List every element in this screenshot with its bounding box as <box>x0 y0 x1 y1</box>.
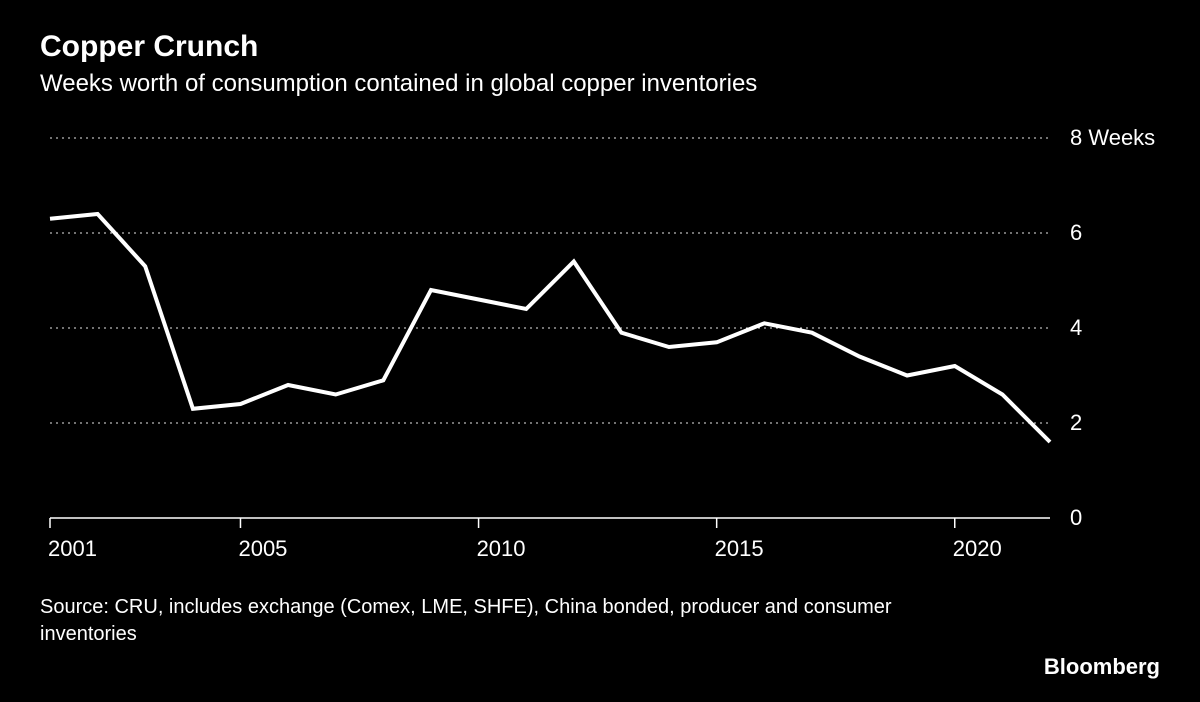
y-tick-label: 8 Weeks <box>1070 125 1155 150</box>
x-tick-label: 2015 <box>715 536 764 561</box>
line-chart-svg: 0 2 4 6 8 Weeks 2001 2005 2010 2015 2020 <box>40 118 1160 578</box>
x-tick-label: 2020 <box>953 536 1002 561</box>
x-tick-label: 2005 <box>238 536 287 561</box>
brand-label: Bloomberg <box>1044 654 1160 680</box>
chart-subtitle: Weeks worth of consumption contained in … <box>40 70 1160 98</box>
chart-source: Source: CRU, includes exchange (Comex, L… <box>40 594 900 648</box>
chart-container: Copper Crunch Weeks worth of consumption… <box>0 0 1200 702</box>
y-tick-label: 6 <box>1070 220 1082 245</box>
x-tick-label: 2010 <box>477 536 526 561</box>
chart-plot-area: 0 2 4 6 8 Weeks 2001 2005 2010 2015 2020 <box>40 118 1160 578</box>
y-tick-label: 2 <box>1070 410 1082 435</box>
y-tick-label: 4 <box>1070 315 1082 340</box>
y-tick-label: 0 <box>1070 505 1082 530</box>
chart-title: Copper Crunch <box>40 30 1160 64</box>
x-tick-label: 2001 <box>48 536 97 561</box>
